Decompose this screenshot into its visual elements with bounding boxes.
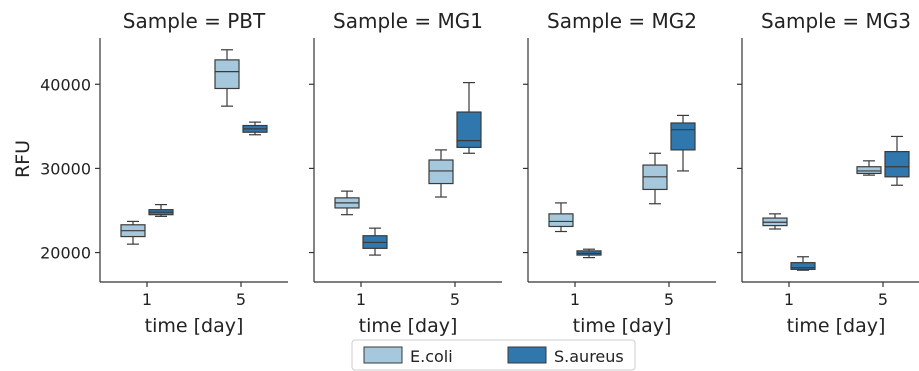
panel-title: Sample = MG1 [333, 9, 483, 33]
box-ecoli [762, 213, 788, 230]
x-tick-label: 1 [356, 290, 366, 309]
x-tick-label: 5 [664, 290, 674, 309]
panel-title: Sample = MG2 [547, 9, 697, 33]
y-tick-label: 20000 [40, 244, 91, 263]
box-iqr [670, 122, 696, 151]
x-tick-label: 5 [878, 290, 888, 309]
facet-panel: Sample = MG3 1 5 time [day] [737, 9, 919, 337]
legend-item: E.coli [363, 346, 453, 366]
box-ecoli [214, 49, 240, 107]
legend-item: S.aureus [507, 346, 624, 366]
y-axis-label: RFU [12, 140, 34, 178]
box-saureus [884, 135, 910, 186]
y-tick-label: 30000 [40, 159, 91, 178]
box-saureus [148, 203, 174, 217]
x-tick-label: 5 [236, 290, 246, 309]
legend: E.coli S.aureus [351, 339, 636, 371]
box-iqr [790, 262, 816, 270]
box-saureus [790, 256, 816, 271]
box-saureus [670, 114, 696, 172]
x-axis-label: time [day] [359, 315, 458, 337]
box-ecoli [428, 149, 454, 198]
facet-panel: Sample = MG1 1 5 time [day] [309, 9, 502, 337]
box-ecoli [548, 202, 574, 233]
y-tick-label: 40000 [40, 75, 91, 94]
x-tick-label: 1 [784, 290, 794, 309]
legend-swatch [507, 346, 547, 364]
box-ecoli [642, 152, 668, 205]
panel-title: Sample = MG3 [761, 9, 911, 33]
x-tick-label: 1 [142, 290, 152, 309]
box-iqr [548, 213, 574, 228]
x-tick-label: 1 [570, 290, 580, 309]
legend-label: S.aureus [554, 347, 624, 366]
box-ecoli [334, 190, 360, 216]
x-axis-label: time [day] [573, 315, 672, 337]
box-ecoli [120, 220, 146, 245]
legend-frame [351, 339, 636, 371]
box-saureus [362, 227, 388, 256]
box-saureus [456, 81, 482, 154]
box-ecoli [856, 160, 882, 176]
legend-swatch [363, 346, 403, 364]
box-iqr [214, 59, 240, 90]
x-axis-label: time [day] [787, 315, 886, 337]
panel-title: Sample = PBT [123, 9, 266, 33]
facet-panel: Sample = MG2 1 5 time [day] [523, 9, 716, 337]
x-axis-label: time [day] [145, 315, 244, 337]
legend-label: E.coli [410, 347, 453, 366]
box-iqr [856, 166, 882, 175]
box-iqr [456, 111, 482, 148]
facet-panel: Sample = PBT 20000 30000 40000 1 5 time [day] [40, 9, 288, 337]
x-tick-label: 5 [450, 290, 460, 309]
box-saureus [576, 248, 602, 259]
box-iqr [884, 150, 910, 178]
box-iqr [428, 159, 454, 185]
box-saureus [242, 121, 268, 136]
